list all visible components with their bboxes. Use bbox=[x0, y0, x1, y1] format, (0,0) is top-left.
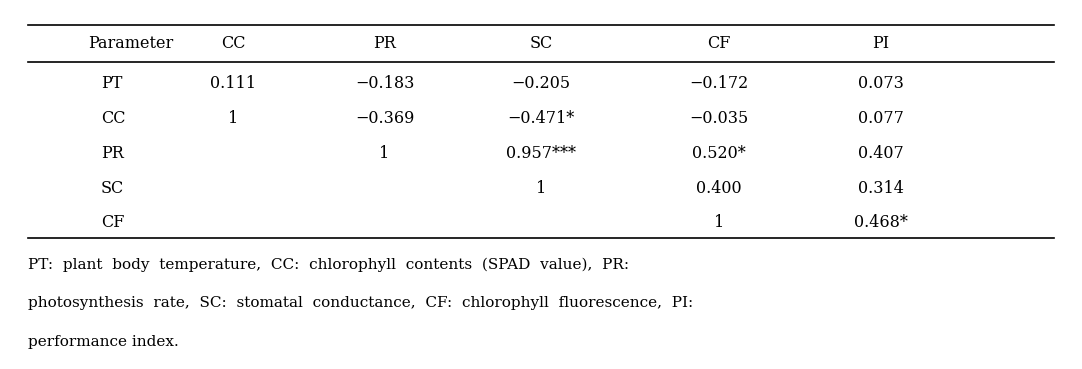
Text: 1: 1 bbox=[380, 145, 390, 162]
Text: PI: PI bbox=[872, 35, 889, 52]
Text: PT: PT bbox=[101, 75, 122, 92]
Text: Parameter: Parameter bbox=[88, 35, 173, 52]
Text: 1: 1 bbox=[536, 180, 546, 197]
Text: 1: 1 bbox=[714, 214, 724, 231]
Text: 1: 1 bbox=[228, 110, 238, 127]
Text: −0.205: −0.205 bbox=[512, 75, 570, 92]
Text: 0.468*: 0.468* bbox=[854, 214, 908, 231]
Text: SC: SC bbox=[101, 180, 124, 197]
Text: 0.520*: 0.520* bbox=[692, 145, 745, 162]
Text: 0.407: 0.407 bbox=[858, 145, 903, 162]
Text: PT:  plant  body  temperature,  CC:  chlorophyll  contents  (SPAD  value),  PR:: PT: plant body temperature, CC: chloroph… bbox=[28, 258, 630, 272]
Text: 0.957***: 0.957*** bbox=[506, 145, 576, 162]
Text: 0.314: 0.314 bbox=[858, 180, 903, 197]
Text: CC: CC bbox=[101, 110, 126, 127]
Text: CF: CF bbox=[101, 214, 124, 231]
Text: photosynthesis  rate,  SC:  stomatal  conductance,  CF:  chlorophyll  fluorescen: photosynthesis rate, SC: stomatal conduc… bbox=[28, 296, 694, 310]
Text: −0.172: −0.172 bbox=[689, 75, 749, 92]
Text: SC: SC bbox=[529, 35, 553, 52]
Text: 0.073: 0.073 bbox=[858, 75, 903, 92]
Text: −0.369: −0.369 bbox=[355, 110, 414, 127]
Text: PR: PR bbox=[373, 35, 396, 52]
Text: 0.111: 0.111 bbox=[210, 75, 256, 92]
Text: CF: CF bbox=[708, 35, 730, 52]
Text: PR: PR bbox=[101, 145, 123, 162]
Text: −0.183: −0.183 bbox=[355, 75, 414, 92]
Text: −0.471*: −0.471* bbox=[507, 110, 575, 127]
Text: CC: CC bbox=[221, 35, 246, 52]
Text: 0.077: 0.077 bbox=[858, 110, 903, 127]
Text: −0.035: −0.035 bbox=[689, 110, 749, 127]
Text: performance index.: performance index. bbox=[28, 335, 180, 349]
Text: 0.400: 0.400 bbox=[696, 180, 742, 197]
